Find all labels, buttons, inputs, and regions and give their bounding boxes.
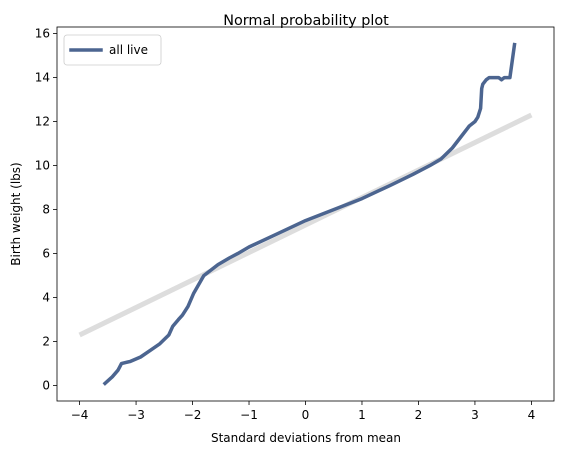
y-tick-label: 12 [35, 115, 50, 129]
y-tick-label: 4 [42, 291, 50, 305]
series-line-all-live [102, 42, 517, 386]
y-tick-label: 0 [42, 379, 50, 393]
x-tick-label: −1 [240, 408, 258, 422]
x-tick-label: 4 [528, 408, 536, 422]
legend-frame [63, 34, 162, 66]
x-tick-label: 2 [415, 408, 423, 422]
y-tick-label: 14 [35, 71, 50, 85]
x-tick-label: −3 [127, 408, 145, 422]
x-tick-label: 3 [471, 408, 479, 422]
reference-line [78, 112, 533, 338]
plot-layer [78, 42, 533, 386]
x-axis-label: Standard deviations from mean [211, 431, 401, 445]
y-tick-label: 6 [42, 247, 50, 261]
y-tick-label: 16 [35, 27, 50, 41]
chart-title: Normal probability plot [223, 13, 389, 29]
legend: all live [63, 34, 162, 66]
x-tick-label: 1 [358, 408, 366, 422]
legend-label-all-live: all live [109, 43, 148, 57]
y-axis-label: Birth weight (lbs) [9, 162, 23, 265]
y-tick-label: 8 [42, 203, 50, 217]
y-tick-label: 10 [35, 159, 50, 173]
y-tick-label: 2 [42, 335, 50, 349]
x-tick-label: −2 [184, 408, 202, 422]
y-axis-ticks: 0 2 4 6 8 10 12 14 16 [35, 27, 57, 393]
x-tick-label: 0 [302, 408, 310, 422]
x-tick-label: −4 [71, 408, 89, 422]
x-axis-ticks: −4 −3 −2 −1 0 1 2 3 4 [71, 401, 535, 422]
